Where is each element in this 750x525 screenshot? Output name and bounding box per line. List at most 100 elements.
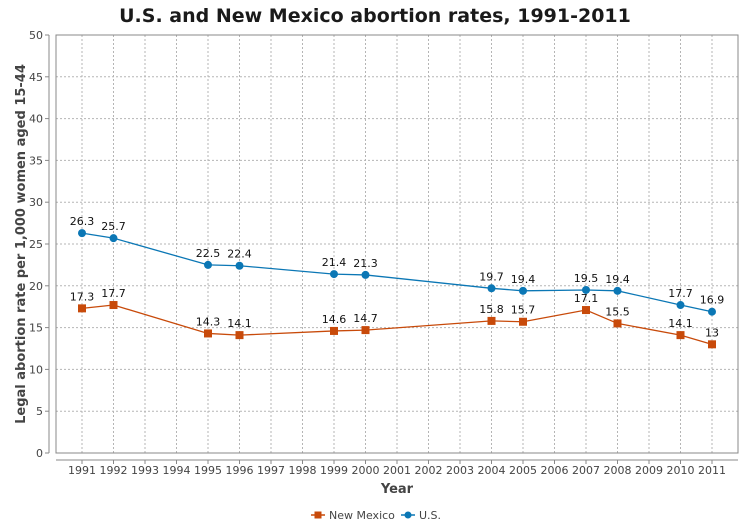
x-tick-label: 2000: [352, 464, 380, 477]
x-tick-label: 1998: [289, 464, 317, 477]
data-label: 17.1: [574, 292, 599, 305]
data-point-marker: [613, 319, 622, 328]
data-label: 15.7: [511, 304, 536, 317]
plot-frame: [55, 34, 739, 454]
data-point-marker: [708, 307, 716, 316]
x-tick-label: 1994: [163, 464, 191, 477]
data-label: 26.3: [70, 215, 95, 228]
data-point-marker: [109, 301, 118, 310]
x-tick-label: 2008: [604, 464, 632, 477]
data-label: 19.4: [511, 273, 536, 286]
x-tick-label: 1999: [320, 464, 348, 477]
y-tick-label: 5: [36, 405, 43, 418]
data-label: 19.4: [605, 273, 630, 286]
data-label: 14.6: [322, 313, 347, 326]
data-label: 25.7: [101, 220, 126, 233]
data-label: 22.5: [196, 247, 221, 260]
data-label: 19.7: [479, 270, 504, 283]
data-label: 21.3: [353, 257, 378, 270]
legend-item: New Mexico: [311, 509, 395, 522]
legend-label: New Mexico: [329, 509, 395, 522]
x-tick-label: 2007: [572, 464, 600, 477]
data-point-marker: [235, 261, 244, 270]
y-tick-label: 40: [29, 113, 43, 126]
data-label: 19.5: [574, 272, 599, 285]
data-label: 14.1: [227, 317, 252, 330]
y-tick-label: 25: [29, 238, 43, 251]
x-tick-label: 2011: [698, 464, 726, 477]
x-axis: 1991 1992 1993 1994 1995 1996 1997 1998 1999 2000…: [56, 459, 738, 477]
data-point-marker: [676, 301, 685, 310]
data-label: 17.7: [101, 287, 126, 300]
x-tick-label: 2001: [383, 464, 411, 477]
data-point-marker: [204, 260, 212, 269]
series-u-s: 26.3 25.7 22.5 22.4 21.4 21.3 19.7 19.4 19.5 19.4…: [70, 215, 725, 316]
legend-label: U.S.: [419, 509, 441, 522]
series-line: [81, 304, 713, 345]
x-tick-label: 1993: [131, 464, 159, 477]
x-tick-label: 1996: [226, 464, 254, 477]
series-layer: 17.3 17.7 14.3 14.1 14.6 14.7 15.8 15.7 17.1 15.5…: [70, 215, 725, 349]
y-tick-label: 15: [29, 322, 43, 335]
data-point-marker: [487, 284, 496, 293]
x-tick-label: 1995: [194, 464, 222, 477]
data-point-marker: [708, 340, 716, 349]
x-tick-label: 1991: [68, 464, 96, 477]
y-tick-label: 35: [29, 154, 43, 167]
data-point-marker: [361, 270, 370, 279]
legend-marker: [404, 511, 412, 519]
data-point-marker: [235, 331, 244, 340]
y-tick-label: 20: [29, 280, 43, 293]
series-line: [81, 232, 713, 313]
data-point-marker: [519, 317, 527, 326]
data-point-marker: [613, 286, 622, 295]
y-tick-label: 50: [29, 29, 43, 42]
legend: New Mexico U.S.: [311, 509, 441, 522]
data-point-marker: [519, 286, 527, 295]
legend-marker: [314, 511, 322, 519]
data-point-marker: [676, 331, 685, 340]
grid-lines: [56, 34, 738, 454]
y-tick-label: 45: [29, 71, 43, 84]
x-tick-label: 2009: [635, 464, 663, 477]
data-label: 15.8: [479, 303, 504, 316]
y-tick-label: 0: [36, 447, 43, 460]
y-axis-label: Legal abortion rate per 1,000 women aged…: [14, 64, 29, 424]
data-point-marker: [361, 326, 370, 335]
data-label: 17.3: [70, 290, 95, 303]
x-tick-label: 2010: [667, 464, 695, 477]
data-label: 13: [705, 326, 719, 339]
chart-title: U.S. and New Mexico abortion rates, 1991…: [119, 5, 631, 27]
data-label: 22.4: [227, 248, 252, 261]
y-tick-label: 10: [29, 363, 43, 376]
data-point-marker: [582, 285, 590, 294]
legend-item: U.S.: [401, 509, 441, 522]
x-tick-label: 2005: [509, 464, 537, 477]
data-label: 14.1: [668, 317, 693, 330]
data-point-marker: [78, 229, 86, 238]
data-point-marker: [330, 326, 338, 335]
data-point-marker: [582, 306, 590, 315]
data-point-marker: [109, 234, 118, 243]
x-tick-label: 1997: [257, 464, 285, 477]
data-point-marker: [330, 270, 338, 279]
data-label: 14.3: [196, 315, 221, 328]
series-new-mexico: 17.3 17.7 14.3 14.1 14.6 14.7 15.8 15.7 17.1 15.5…: [70, 287, 719, 349]
y-tick-label: 30: [29, 196, 43, 209]
data-label: 21.4: [322, 256, 347, 269]
y-axis: 0 5 10 15 20 25 30 35 40 45 50: [29, 29, 50, 460]
data-label: 14.7: [353, 312, 378, 325]
x-tick-label: 1992: [100, 464, 128, 477]
x-tick-label: 2006: [541, 464, 569, 477]
data-label: 15.5: [605, 305, 630, 318]
data-label: 16.9: [700, 294, 725, 307]
x-axis-label: Year: [380, 482, 414, 497]
x-tick-label: 2002: [415, 464, 443, 477]
data-point-marker: [487, 316, 496, 325]
x-tick-label: 2003: [446, 464, 474, 477]
data-label: 17.7: [668, 287, 693, 300]
x-tick-label: 2004: [478, 464, 506, 477]
data-point-marker: [78, 304, 86, 313]
data-point-marker: [204, 329, 212, 338]
